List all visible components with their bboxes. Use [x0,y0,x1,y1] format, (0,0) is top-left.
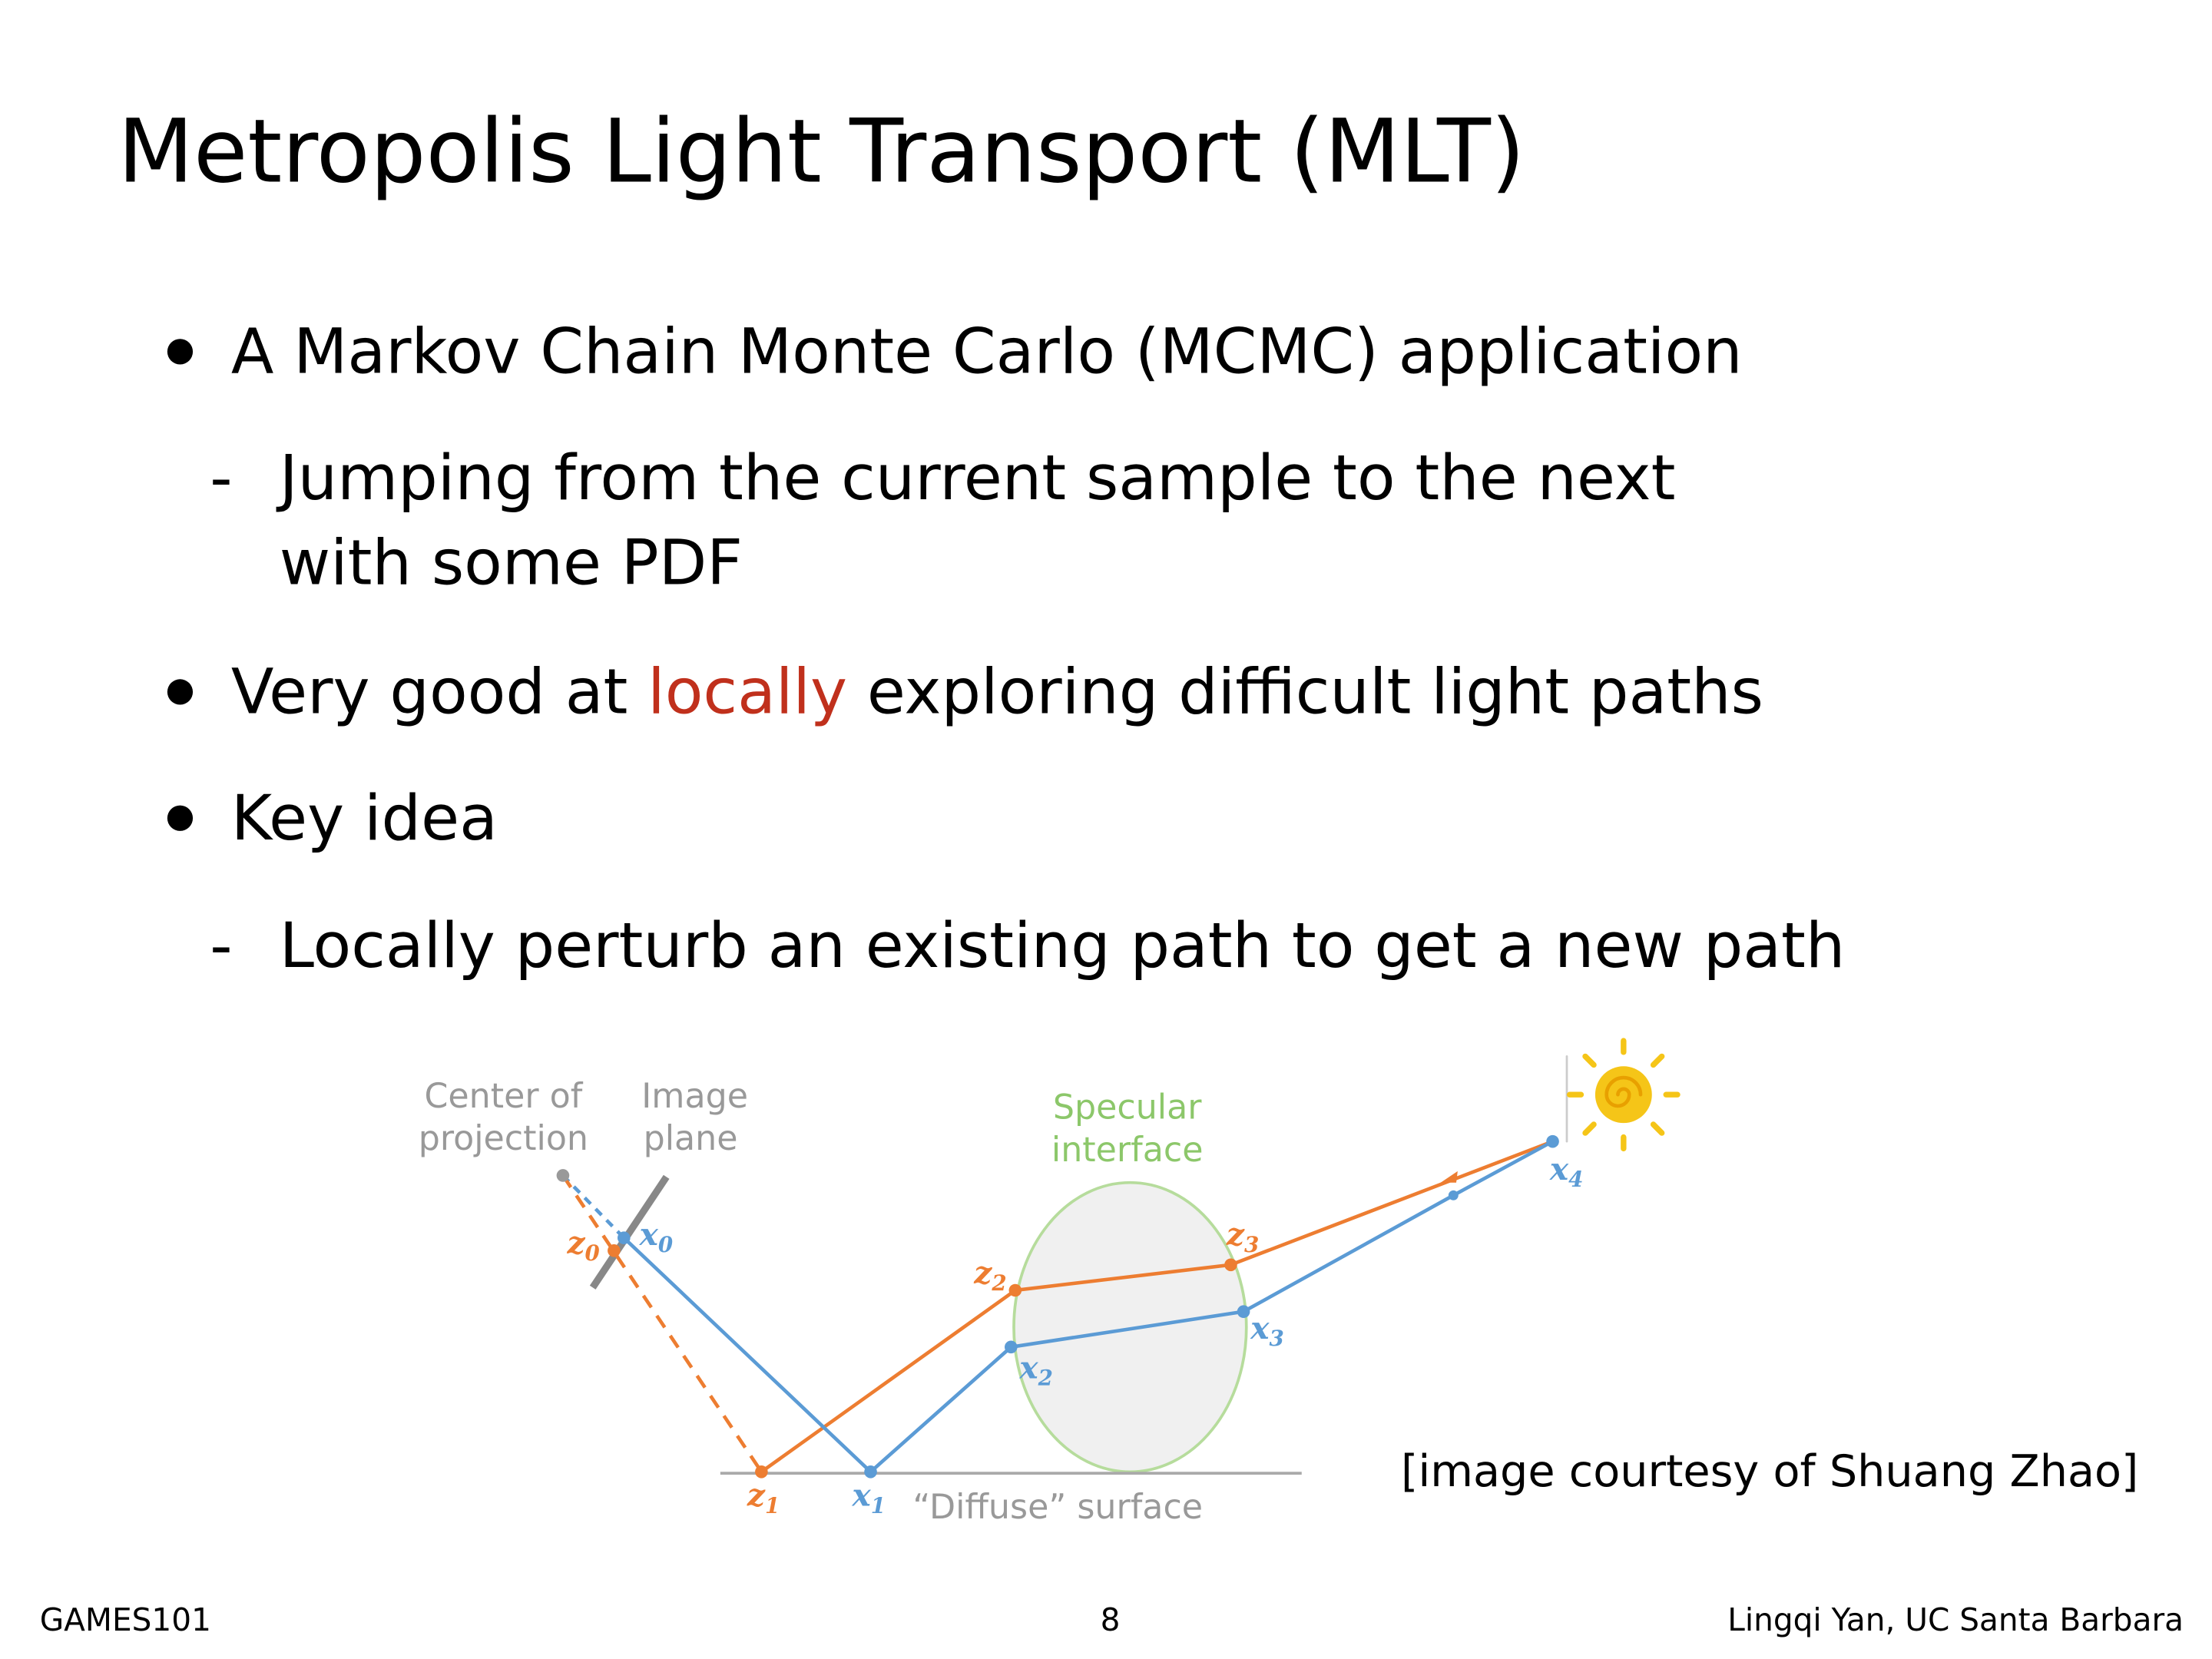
subscript: 4 [1568,1167,1583,1192]
image-plane [589,1174,670,1290]
label: projection [419,1119,588,1158]
symbol: x [1549,1151,1569,1187]
label: Specular [1053,1088,1202,1128]
subscript: 1 [871,1493,886,1518]
figure: Center of projection Image plane Specula… [419,1038,2138,1527]
point [1224,1258,1237,1272]
highlight: locally [647,657,847,729]
point [1448,1190,1459,1200]
bullet-dot [167,805,194,831]
path-dashed [561,1174,763,1473]
point-label: z3 [1226,1216,1259,1257]
sub-bullet: Jumping from the current sample to the n… [276,442,1676,515]
subscript: 3 [1270,1326,1284,1351]
label: plane [644,1119,738,1158]
symbol: z [747,1477,766,1514]
point [1237,1305,1250,1318]
slide-title: Metropolis Light Transport (MLT) [118,100,1525,202]
point-label: z0 [566,1224,599,1266]
symbol: z [566,1224,585,1261]
symbol: x [852,1477,872,1514]
footer-left: GAMES101 [40,1601,211,1638]
point [556,1169,570,1182]
subscript: 1 [765,1493,780,1518]
arrow [1440,1171,1458,1183]
label: Center of [424,1077,583,1116]
sun [1565,1038,1681,1152]
dash: - [210,442,232,515]
label: Image [641,1077,748,1116]
sub-bullet: Locally perturb an existing path to get … [280,910,1846,982]
symbol: x [1018,1349,1038,1386]
point [1008,1283,1022,1297]
orange-path [760,1139,1554,1474]
symbol: x [639,1216,659,1253]
subscript: 2 [991,1270,1006,1296]
point-label: x2 [1018,1349,1052,1390]
sun-disc [1594,1066,1652,1124]
symbol: z [973,1254,992,1291]
point [755,1465,768,1479]
point [1546,1134,1559,1148]
point-label: x4 [1549,1151,1583,1192]
sub-bullet: with some PDF [280,528,743,600]
sun-swirl [1604,1075,1643,1108]
bullet-dot [167,339,194,365]
point-label: x0 [639,1216,673,1257]
point-label: z2 [973,1254,1006,1296]
bullet: Key idea [231,783,498,855]
subscript: 0 [585,1240,600,1266]
point-label: x3 [1250,1310,1283,1351]
text: Very good at [231,657,647,729]
footer-center: 8 [1101,1601,1121,1638]
point [1005,1340,1018,1354]
points [556,1134,1559,1479]
blue-path [622,1140,1554,1475]
point [608,1244,621,1257]
bullet-dot [167,679,194,705]
bullet: Very good at locally exploring difficult… [231,657,1763,729]
text: exploring difficult light paths [847,657,1763,729]
point-label: z1 [747,1477,780,1518]
dash: - [210,910,232,982]
point [864,1465,877,1479]
symbol: x [1250,1310,1270,1346]
point-label: x1 [852,1477,886,1518]
point [618,1231,631,1244]
footer-right: Lingqi Yan, UC Santa Barbara [1727,1601,2184,1638]
label: “Diffuse” surface [912,1488,1203,1527]
caption: [image courtesy of Shuang Zhao] [1401,1446,2138,1497]
symbol: z [1226,1216,1245,1253]
subscript: 0 [658,1232,673,1257]
subscript: 2 [1038,1366,1053,1391]
subscript: 3 [1244,1232,1259,1257]
label: interface [1051,1131,1204,1170]
sun-rays [1567,1038,1681,1152]
bullet: A Markov Chain Monte Carlo (MCMC) applic… [231,316,1743,389]
